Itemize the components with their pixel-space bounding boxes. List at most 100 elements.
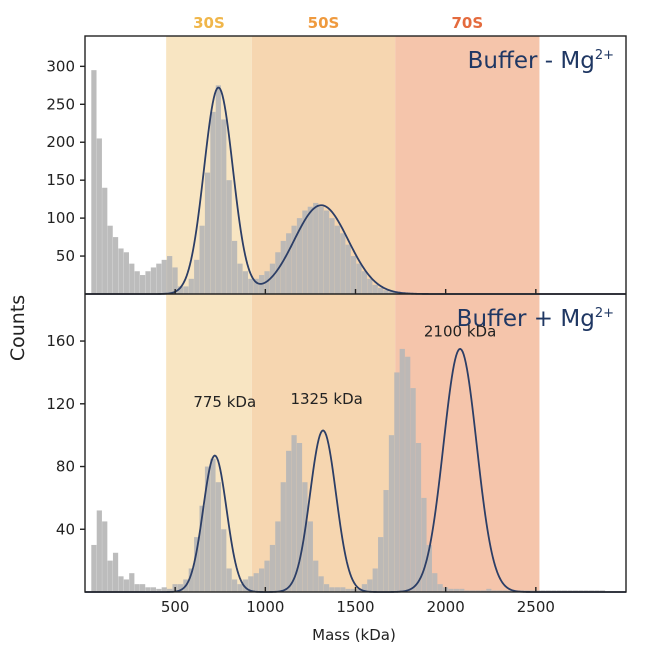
histogram-bar — [123, 579, 129, 592]
histogram-bar — [204, 172, 211, 294]
histogram-bar — [221, 529, 227, 592]
histogram-bar — [248, 576, 254, 592]
histogram-bar — [480, 590, 487, 592]
histogram-bar — [340, 233, 346, 294]
histogram-bar — [150, 267, 157, 294]
histogram-bar — [426, 544, 432, 592]
histogram-bar — [107, 560, 113, 592]
y-tick-label: 100 — [46, 209, 75, 227]
histogram-bar — [291, 435, 297, 592]
x-tick-label: 500 — [161, 598, 190, 616]
histogram-bar — [296, 218, 303, 294]
histogram-bar — [367, 278, 373, 294]
plot-border — [84, 35, 627, 593]
histogram-bar — [378, 287, 384, 294]
histogram-bar — [221, 119, 227, 295]
histogram-bar — [226, 180, 232, 294]
histogram-bar — [432, 573, 438, 592]
histogram-bar — [437, 584, 443, 592]
histogram-bar — [334, 225, 340, 294]
y-tick-label: 250 — [46, 95, 75, 113]
y-tick-label: 300 — [46, 57, 75, 75]
histogram-bar — [399, 348, 405, 592]
histogram-bar — [188, 568, 194, 592]
histogram-bar — [112, 552, 119, 592]
histogram-bar — [107, 225, 113, 294]
histogram-bar — [269, 544, 276, 592]
histogram-bar — [264, 560, 270, 592]
panel-title: Buffer - Mg2+ — [468, 48, 614, 74]
x-tick-label: 1500 — [336, 598, 374, 616]
histogram-bar — [150, 587, 157, 592]
histogram-bar — [464, 590, 470, 592]
histogram-bar — [118, 576, 124, 592]
species-band-labels: 30S 50S 70S — [193, 14, 483, 32]
y-tick-label: 50 — [56, 247, 75, 265]
x-axis-title: Mass (kDa) — [312, 626, 396, 644]
histogram-bar — [269, 263, 276, 294]
histogram-bar — [302, 482, 308, 592]
histogram-bar — [118, 248, 124, 294]
histogram-bar — [231, 240, 238, 294]
histogram-bar — [123, 252, 129, 294]
histogram-bar — [91, 544, 97, 592]
histogram-bar — [307, 206, 313, 294]
histogram-bar — [448, 588, 454, 592]
histogram-bar — [210, 111, 216, 294]
histogram-bar — [361, 271, 368, 294]
histogram-bar — [275, 521, 281, 592]
y-tick-label: 150 — [46, 171, 75, 189]
histogram-bar — [194, 259, 200, 294]
histogram-bar — [215, 482, 221, 592]
histogram-bar — [183, 286, 189, 294]
band-50s — [251, 36, 396, 592]
histogram-bar — [383, 290, 389, 294]
histogram-bar — [296, 443, 303, 592]
species-bands — [166, 36, 540, 592]
histogram-bar — [161, 587, 167, 592]
histogram-bar — [188, 278, 194, 294]
x-tick-label: 2500 — [517, 598, 555, 616]
histogram-bar — [145, 587, 151, 592]
histogram-bar — [459, 588, 465, 592]
x-tick-label: 2000 — [427, 598, 465, 616]
histogram-bar — [253, 278, 259, 294]
histogram-bar — [405, 356, 411, 592]
histogram-bar — [502, 590, 508, 592]
histogram-bar — [323, 584, 330, 592]
histogram-bar — [345, 588, 351, 592]
histogram-bar — [372, 284, 378, 294]
band-label-50s: 50S — [308, 14, 340, 32]
histogram-bar — [210, 458, 216, 592]
histogram-bar — [156, 263, 162, 294]
histogram-bar — [302, 210, 308, 294]
histogram-bar — [388, 435, 395, 592]
histogram-bar — [177, 584, 184, 592]
histogram-bar — [475, 590, 481, 592]
histogram-bar — [345, 244, 351, 294]
histogram-bar — [237, 263, 243, 294]
histogram-bar — [415, 443, 422, 592]
histogram-bar — [237, 584, 243, 592]
histogram-bar — [134, 584, 140, 592]
histogram-bar — [361, 584, 368, 592]
histogram-bar — [329, 218, 335, 294]
histogram-bar — [96, 510, 102, 592]
y-tick-label: 200 — [46, 133, 75, 151]
panel-without-mg: 50 100 150 200 250 300 Buffer - Mg2+ — [46, 48, 626, 295]
histogram-bar — [167, 588, 173, 592]
histogram-bar — [486, 588, 492, 592]
y-tick-label: 120 — [46, 395, 75, 413]
y-axis-title: Counts — [7, 295, 29, 361]
histogram-bar — [329, 587, 335, 592]
histogram-bar — [194, 537, 200, 592]
histogram-bar — [275, 252, 281, 294]
histogram-bar — [112, 237, 119, 294]
panel-title-text: Buffer - Mg — [468, 48, 595, 74]
histogram-bar — [177, 286, 184, 294]
histogram-bar — [102, 521, 108, 592]
panel-title-superscript: 2+ — [595, 48, 614, 63]
histogram-bar — [161, 259, 167, 294]
histogram-bar — [242, 579, 249, 592]
